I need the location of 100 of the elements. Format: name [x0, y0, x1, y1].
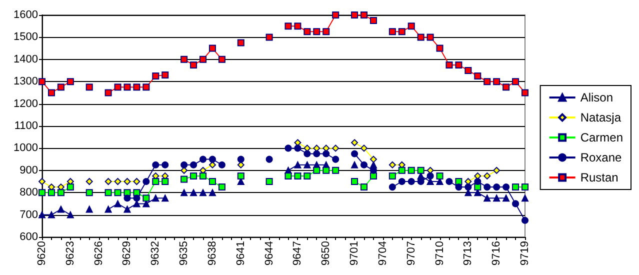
point: [48, 189, 55, 196]
point: [294, 172, 302, 180]
point: [464, 189, 472, 196]
y-tick-label: 1600: [14, 9, 38, 21]
legend-label: Natasja: [580, 110, 622, 124]
point: [208, 44, 216, 52]
point: [104, 189, 112, 196]
y-tick-label: 900: [20, 164, 38, 176]
point: [474, 178, 482, 185]
point: [266, 178, 273, 185]
point: [38, 78, 46, 86]
point: [200, 56, 206, 63]
point: [86, 178, 93, 185]
point: [162, 194, 169, 202]
point: [133, 194, 140, 202]
point: [133, 178, 140, 185]
point: [294, 161, 302, 168]
point: [86, 84, 93, 91]
y-tick-label: 1500: [14, 31, 38, 44]
point: [455, 184, 462, 191]
point: [408, 178, 415, 185]
x-tick-label: 9626: [92, 241, 105, 266]
point: [360, 184, 368, 191]
point: [190, 172, 198, 180]
point: [426, 178, 434, 185]
point: [237, 172, 244, 180]
point: [426, 34, 434, 41]
y-tick-label: 800: [20, 186, 38, 199]
point: [124, 178, 131, 185]
point: [304, 28, 311, 36]
point: [464, 178, 472, 185]
point: [66, 211, 74, 218]
point: [370, 17, 377, 24]
point: [408, 22, 415, 30]
point: [66, 78, 74, 86]
x-tick-label: 9632: [150, 241, 162, 266]
point: [237, 39, 244, 46]
point: [162, 161, 169, 168]
point: [455, 61, 462, 68]
point: [284, 144, 292, 152]
point: [502, 184, 510, 191]
point: [436, 172, 444, 180]
point: [142, 84, 150, 91]
point: [417, 166, 424, 174]
point: [38, 178, 46, 185]
point: [48, 211, 55, 218]
point: [313, 166, 320, 174]
point: [426, 172, 434, 180]
point: [304, 161, 311, 168]
point: [284, 172, 292, 180]
point: [57, 84, 64, 91]
point: [351, 178, 358, 185]
x-tick-label: 9623: [64, 241, 76, 266]
point: [322, 150, 330, 158]
point: [493, 166, 500, 174]
point: [124, 206, 131, 213]
point: [304, 172, 311, 180]
x-tick-label: 9704: [376, 241, 389, 266]
point: [351, 161, 358, 168]
x-tick-label: 9719: [519, 241, 531, 266]
point: [332, 144, 340, 152]
point: [57, 206, 64, 213]
point: [104, 89, 112, 96]
y-tick-label: 600: [20, 231, 38, 243]
legend-label: Roxane: [580, 150, 622, 164]
point: [218, 184, 226, 191]
point: [284, 22, 292, 30]
point: [218, 56, 226, 63]
point: [304, 150, 311, 158]
point: [417, 34, 424, 41]
point: [133, 189, 140, 196]
x-tick-label: 9713: [462, 241, 474, 266]
point: [388, 184, 396, 191]
point: [370, 172, 377, 180]
point: [124, 84, 131, 91]
point: [152, 161, 160, 168]
point: [124, 189, 131, 196]
point: [86, 189, 93, 196]
point: [360, 12, 368, 18]
point: [162, 71, 169, 78]
point: [464, 184, 472, 191]
legend-label: Alison: [580, 90, 614, 104]
point: [162, 178, 169, 185]
point: [114, 178, 122, 185]
point: [446, 178, 453, 185]
point: [436, 44, 444, 52]
point: [493, 194, 500, 202]
point: [502, 194, 510, 202]
point: [360, 144, 368, 152]
point: [104, 206, 112, 213]
point: [313, 150, 320, 158]
point: [522, 194, 528, 202]
point: [332, 166, 340, 174]
point: [512, 78, 520, 86]
point: [398, 166, 406, 174]
point: [180, 161, 188, 168]
y-tick-label: 1300: [14, 76, 38, 88]
point: [332, 156, 340, 163]
point: [493, 184, 500, 191]
y-tick-label: 1000: [14, 142, 38, 154]
